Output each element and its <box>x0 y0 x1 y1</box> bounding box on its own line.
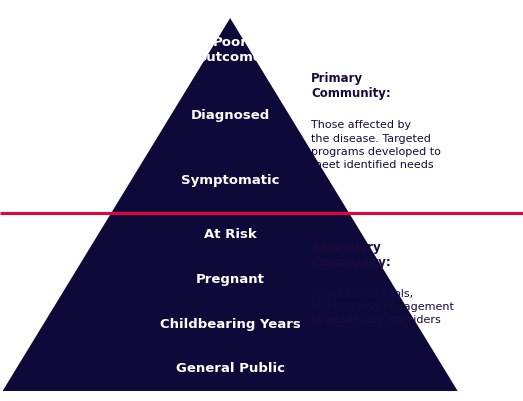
Text: Pregnant: Pregnant <box>196 273 265 286</box>
Text: General Public: General Public <box>176 362 285 375</box>
Text: Poor
outcome: Poor outcome <box>198 36 263 65</box>
Text: Symptomatic: Symptomatic <box>181 174 279 186</box>
Text: Childbearing Years: Childbearing Years <box>160 318 301 330</box>
Text: Diagnosed: Diagnosed <box>190 109 270 122</box>
Text: Those affected by
the disease. Targeted
programs developed to
meet identified ne: Those affected by the disease. Targeted … <box>311 120 441 170</box>
Text: At Risk: At Risk <box>204 228 256 241</box>
Text: Secondary
Community:: Secondary Community: <box>311 241 391 269</box>
Polygon shape <box>3 18 458 391</box>
Text: Reached via tools,
training and engagement
of healthcare providers: Reached via tools, training and engageme… <box>311 289 454 325</box>
Text: Primary
Community:: Primary Community: <box>311 72 391 100</box>
